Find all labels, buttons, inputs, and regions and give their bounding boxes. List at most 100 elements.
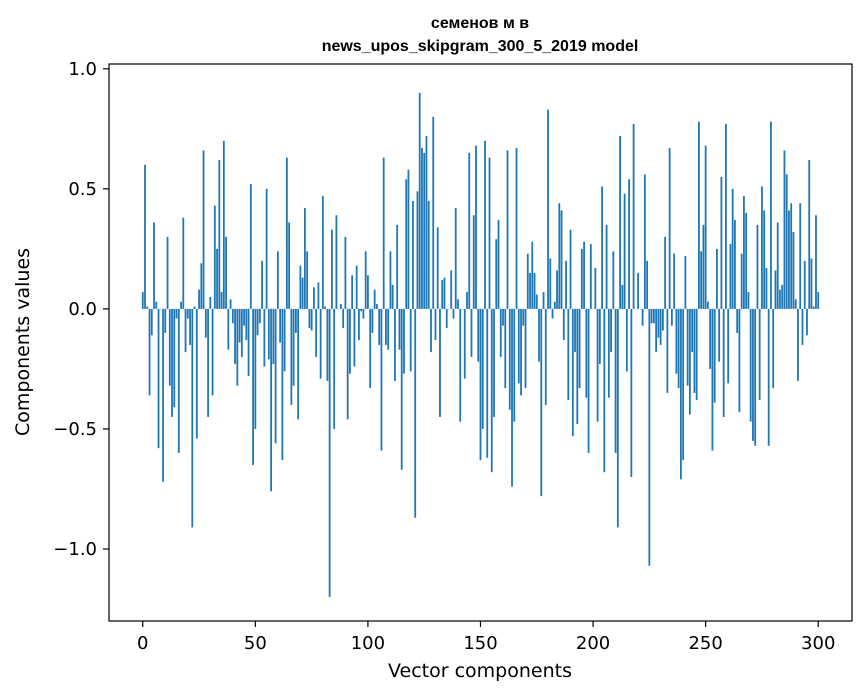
bar xyxy=(340,304,342,309)
bar xyxy=(301,277,304,309)
bar xyxy=(310,308,313,331)
bar xyxy=(436,227,439,309)
bar xyxy=(200,263,203,309)
bar xyxy=(346,308,349,420)
x-tick-label: 150 xyxy=(463,633,497,654)
bar xyxy=(285,157,288,309)
bar xyxy=(403,308,405,374)
bar xyxy=(675,308,678,374)
bar xyxy=(443,277,446,309)
bar xyxy=(412,200,414,309)
bar xyxy=(209,296,212,309)
bar xyxy=(272,308,275,365)
bar xyxy=(290,308,293,405)
x-tick-label: 200 xyxy=(576,633,610,654)
bar xyxy=(788,210,790,309)
bar xyxy=(362,308,365,319)
bar xyxy=(186,308,189,319)
bar xyxy=(364,251,367,309)
bar xyxy=(222,140,225,309)
bar xyxy=(709,308,712,369)
bar xyxy=(475,145,477,309)
bar xyxy=(333,308,336,429)
bar xyxy=(601,186,603,309)
bar xyxy=(684,256,687,309)
bar xyxy=(198,289,200,309)
bar xyxy=(533,272,536,309)
bar xyxy=(650,308,653,324)
bar xyxy=(148,308,151,396)
bar xyxy=(252,308,254,465)
bar xyxy=(585,308,588,398)
bar xyxy=(450,270,453,309)
bar xyxy=(499,308,502,357)
bar xyxy=(603,308,606,473)
y-tick-label: −0.5 xyxy=(53,419,97,440)
bar xyxy=(369,308,372,389)
bar xyxy=(610,308,612,353)
bar xyxy=(432,116,435,309)
bar xyxy=(747,292,750,309)
bar xyxy=(727,308,730,384)
bar xyxy=(153,222,155,309)
bar xyxy=(394,308,396,381)
bar xyxy=(231,308,234,324)
bar xyxy=(481,308,484,429)
bar xyxy=(204,308,207,338)
bar xyxy=(619,136,621,309)
bar xyxy=(216,248,218,309)
bar xyxy=(389,251,392,309)
bar xyxy=(695,308,698,401)
bar xyxy=(321,196,324,309)
bar xyxy=(484,140,486,309)
bar xyxy=(367,275,369,309)
bar xyxy=(707,301,709,309)
bar xyxy=(319,308,322,379)
bar xyxy=(425,136,428,309)
bar xyxy=(731,188,734,309)
bar xyxy=(544,308,547,405)
bar xyxy=(497,220,500,309)
bar xyxy=(583,241,585,309)
bar xyxy=(506,150,509,309)
bar xyxy=(520,308,522,396)
bar xyxy=(677,308,680,389)
bar xyxy=(522,308,525,326)
bar xyxy=(297,308,300,420)
x-tick-label: 250 xyxy=(688,633,722,654)
bar xyxy=(396,224,399,309)
bar xyxy=(659,308,662,345)
bar xyxy=(776,222,779,309)
x-tick-label: 300 xyxy=(801,633,835,654)
bar xyxy=(725,124,727,309)
bar xyxy=(623,193,626,309)
bar xyxy=(452,308,455,319)
bar xyxy=(146,306,149,309)
bar xyxy=(594,268,597,309)
bar xyxy=(342,308,345,329)
bar xyxy=(421,148,423,309)
bar xyxy=(349,308,351,374)
bar xyxy=(387,308,390,350)
bar xyxy=(549,258,552,309)
bar xyxy=(767,308,770,446)
x-tick-label: 50 xyxy=(244,633,267,654)
bar xyxy=(490,308,493,473)
bar xyxy=(535,294,538,309)
bar xyxy=(299,265,302,309)
bar xyxy=(576,308,579,425)
bar xyxy=(794,299,797,309)
bar xyxy=(220,292,223,309)
bar xyxy=(324,306,327,309)
bar xyxy=(567,308,570,401)
bar xyxy=(670,308,673,326)
bar xyxy=(331,229,333,309)
bar xyxy=(508,308,511,410)
bar xyxy=(312,287,315,309)
chart-subtitle: news_upos_skipgram_300_5_2019 model xyxy=(322,38,639,55)
bar xyxy=(749,308,752,422)
bar xyxy=(376,304,378,309)
bar xyxy=(493,308,495,417)
bar xyxy=(779,289,781,309)
bar xyxy=(765,268,768,309)
